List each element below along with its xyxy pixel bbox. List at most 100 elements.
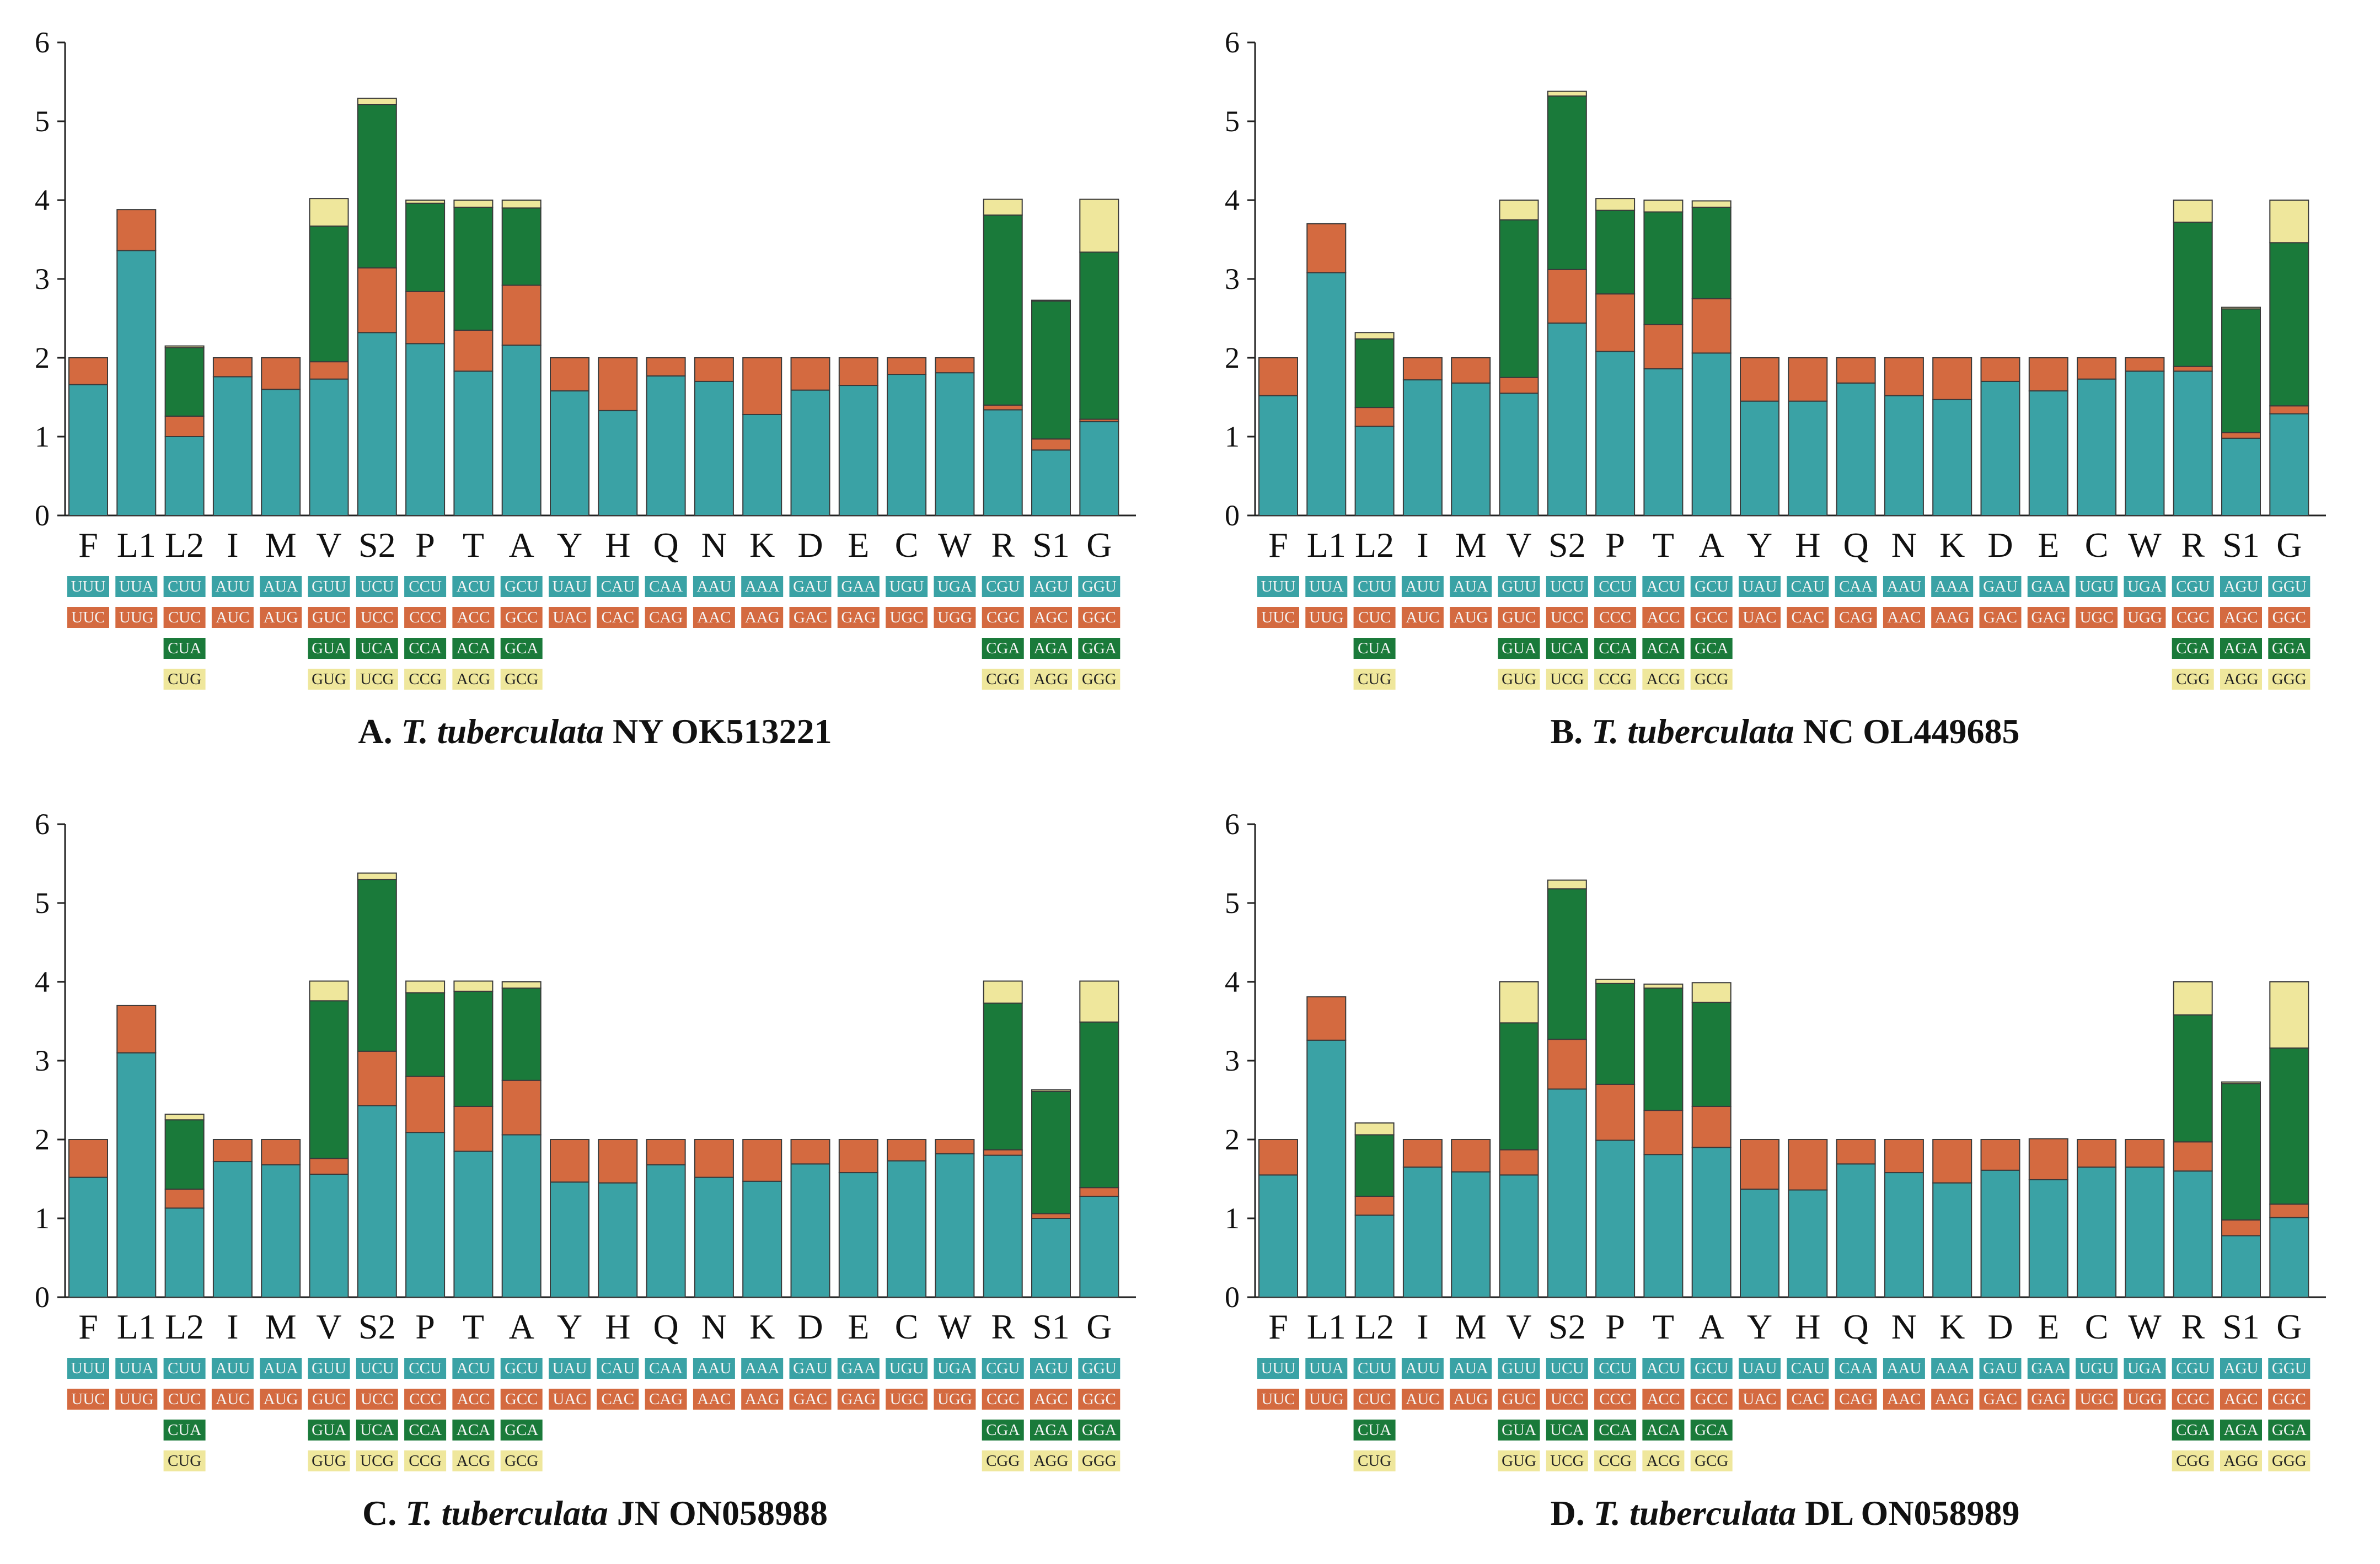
category-label: L2 xyxy=(165,1307,204,1346)
codon-cell-bg xyxy=(982,1389,1024,1410)
codon-label: AAA xyxy=(1935,1359,1970,1377)
bar-segment-d-teal xyxy=(1980,1169,2020,1298)
codon-cell-bg xyxy=(356,1389,398,1410)
bar-segment-c-orange xyxy=(2077,357,2117,380)
bar-segment-k-orange xyxy=(1932,1139,1972,1184)
codon-cell-bg xyxy=(693,1389,735,1410)
bar-segment-t-green xyxy=(453,206,494,331)
codon-label: CCC xyxy=(1599,1390,1631,1408)
codon-cell-bg xyxy=(404,638,447,659)
codon-label: ACA xyxy=(1647,639,1680,657)
bar-segment-i-orange xyxy=(1402,357,1443,381)
category-label: P xyxy=(415,525,435,565)
bar-segment-v-green xyxy=(309,1000,349,1159)
bar-segment-n-teal xyxy=(694,380,734,517)
codon-cell-bg xyxy=(741,1389,784,1410)
bar-segment-a-teal xyxy=(1691,352,1732,516)
category-label: S1 xyxy=(2222,1307,2260,1346)
bar-segment-v-teal xyxy=(1499,1174,1539,1298)
codon-cell-bg xyxy=(1787,576,1829,597)
codon-cell-bg xyxy=(886,607,928,628)
codon-label: GAA xyxy=(2031,578,2066,595)
bar-segment-s1-yellow xyxy=(2221,307,2261,310)
y-tick-label: 5 xyxy=(1225,105,1240,138)
y-tick-label: 2 xyxy=(35,1123,50,1156)
codon-cell-bg xyxy=(837,1389,880,1410)
codon-cell-bg xyxy=(1931,1389,1974,1410)
codon-cell-bg xyxy=(2124,576,2166,597)
codon-cell-bg xyxy=(1078,607,1121,628)
codon-label: UGG xyxy=(937,1390,972,1408)
bar-segment-m-teal xyxy=(1451,382,1491,517)
bar-segment-h-orange xyxy=(1788,1139,1828,1191)
codon-label: AGA xyxy=(2224,639,2259,657)
codon-label: GCU xyxy=(505,1359,538,1377)
codon-label: UUC xyxy=(71,609,105,626)
bar-segment-r-yellow xyxy=(2173,981,2213,1016)
bar-segment-i-teal xyxy=(1402,1167,1443,1298)
codon-label: GGU xyxy=(2272,578,2307,595)
codon-cell-bg xyxy=(308,1420,350,1441)
codon-label: GAG xyxy=(2031,609,2066,626)
codon-cell-bg xyxy=(1835,1358,1877,1379)
codon-cell-bg xyxy=(1642,1450,1685,1471)
codon-label: UUC xyxy=(1261,609,1295,626)
panel-caption: B. T. tuberculata NC OL449685 xyxy=(1190,711,2380,752)
y-tick-label: 1 xyxy=(1225,1202,1240,1235)
bar-segment-g-green xyxy=(1079,1021,1119,1189)
codon-cell-bg xyxy=(1078,638,1121,659)
codon-label: AAC xyxy=(697,1390,731,1408)
codon-label: GCU xyxy=(505,578,538,595)
codon-cell-bg xyxy=(356,1420,398,1441)
bar-segment-w-teal xyxy=(935,372,975,516)
codon-label: GGG xyxy=(2272,670,2307,688)
codon-label: GCU xyxy=(1695,578,1728,595)
y-tick-label: 2 xyxy=(35,341,50,374)
category-label: T xyxy=(1653,525,1674,565)
bar-segment-n-teal xyxy=(694,1176,734,1298)
codon-label: AUA xyxy=(264,1359,298,1377)
codon-cell-bg xyxy=(789,607,832,628)
codon-cell-bg xyxy=(1450,1389,1492,1410)
category-label: L1 xyxy=(117,525,156,565)
bar-segment-p-teal xyxy=(1595,1140,1636,1298)
codon-cell-bg xyxy=(1030,607,1072,628)
codon-cell-bg xyxy=(452,1450,495,1471)
codon-label: AAA xyxy=(1935,578,1970,595)
codon-cell-bg xyxy=(1835,607,1877,628)
codon-label: GCA xyxy=(505,639,538,657)
codon-cell-bg xyxy=(1931,607,1974,628)
bar-segment-f-teal xyxy=(68,384,108,516)
codon-cell-bg xyxy=(260,1358,302,1379)
bar-segment-y-teal xyxy=(1740,1189,1779,1298)
bar-segment-a-green xyxy=(1691,1002,1732,1107)
bar-segment-p-orange xyxy=(1595,1083,1636,1141)
codon-label: UGC xyxy=(889,1390,923,1408)
codon-label: AUG xyxy=(264,1390,298,1408)
codon-label: UGC xyxy=(889,609,923,626)
panel-caption: A. T. tuberculata NY OK513221 xyxy=(0,711,1190,752)
bar-segment-d-orange xyxy=(790,1139,830,1165)
category-label: K xyxy=(1939,1307,1965,1346)
codon-label: GCG xyxy=(505,1452,538,1470)
bar-segment-g-teal xyxy=(1079,1195,1119,1298)
bar-segment-m-teal xyxy=(261,389,301,517)
category-label: F xyxy=(1268,525,1288,565)
codon-cell-bg xyxy=(741,1358,784,1379)
codon-label: CAU xyxy=(601,1359,635,1377)
category-label: I xyxy=(1417,1307,1428,1346)
codon-label: ACU xyxy=(457,578,490,595)
codon-cell-bg xyxy=(741,576,784,597)
codon-cell-bg xyxy=(163,1450,206,1471)
codon-label: CGG xyxy=(2176,1452,2210,1470)
bar-segment-e-teal xyxy=(2028,1179,2068,1298)
codon-cell-bg xyxy=(163,669,206,690)
stacked-bar-chart: 0 1 2 3 4 5 6 F UUU UUC L1 UUA UUG L2 CUU CUC CUA CUG I AUU… xyxy=(1225,26,2326,690)
codon-label: GAA xyxy=(2031,1359,2066,1377)
codon-cell-bg xyxy=(1642,1420,1685,1441)
codon-cell-bg xyxy=(163,576,206,597)
codon-label: CAC xyxy=(1791,609,1824,626)
codon-label: UGC xyxy=(2079,1390,2113,1408)
codon-label: GCC xyxy=(1695,609,1728,626)
codon-cell-bg xyxy=(1353,1389,1396,1410)
